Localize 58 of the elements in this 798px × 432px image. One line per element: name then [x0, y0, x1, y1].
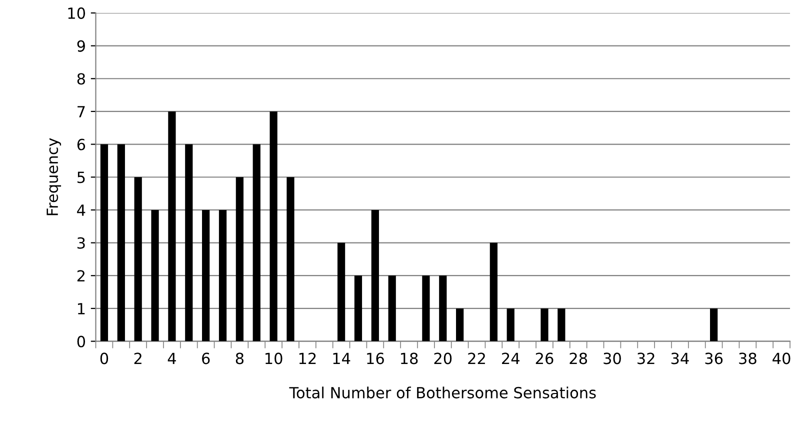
y-tick-label: 8: [77, 73, 85, 85]
x-tick-label: 22: [468, 352, 485, 364]
x-tick-label: 36: [705, 352, 723, 364]
bar: [134, 177, 142, 342]
x-tick-label: 2: [134, 352, 142, 364]
bar: [558, 308, 566, 342]
bar: [422, 276, 430, 342]
bar: [185, 144, 193, 342]
y-tick-label: 10: [68, 7, 86, 19]
bar: [286, 177, 294, 342]
y-axis-title: Frequency: [46, 138, 62, 216]
x-tick-label: 0: [100, 352, 108, 364]
y-tick-label: 7: [78, 106, 85, 118]
y-tick-label: 9: [77, 40, 85, 52]
x-tick-label: 26: [536, 352, 554, 364]
x-axis-title: Total Number of Bothersome Sensations: [289, 386, 596, 398]
x-tick-label: 16: [367, 352, 384, 364]
x-tick-label: 20: [434, 352, 452, 364]
bar: [506, 308, 514, 342]
bar: [388, 276, 396, 342]
bar: [218, 210, 227, 342]
y-tick-label: 0: [77, 336, 86, 348]
bar: [354, 276, 362, 342]
bar: [270, 111, 278, 342]
x-tick-label: 6: [202, 352, 210, 364]
x-tick-label: 12: [299, 352, 316, 364]
bar: [202, 210, 210, 342]
bar: [236, 177, 244, 342]
y-tick-label: 3: [77, 237, 85, 249]
x-tick-label: 10: [266, 352, 282, 364]
bar: [456, 308, 464, 342]
x-tick-label: 18: [400, 352, 418, 364]
bar: [252, 144, 260, 342]
x-tick-label: 30: [604, 352, 621, 364]
x-tick-label: 4: [168, 352, 176, 364]
bar: [117, 144, 125, 342]
x-tick-label: 14: [333, 352, 350, 364]
x-tick-label: 32: [638, 352, 654, 364]
x-tick-label: 34: [671, 352, 689, 364]
bar: [439, 276, 447, 342]
y-tick-label: 2: [77, 270, 85, 282]
bar: [371, 210, 379, 342]
y-tick-label: 6: [77, 138, 86, 150]
bar: [100, 144, 108, 342]
bar: [490, 242, 498, 342]
y-tick-label: 1: [78, 303, 85, 314]
x-tick-label: 40: [772, 352, 790, 364]
x-tick-label: 8: [236, 352, 244, 364]
x-tick-label: 28: [570, 352, 588, 364]
y-tick-label: 4: [77, 204, 86, 216]
bar: [337, 242, 346, 342]
y-tick-label: 5: [77, 172, 85, 184]
bar: [151, 210, 159, 342]
bar: [168, 111, 176, 342]
bar: [710, 308, 718, 342]
x-tick-label: 24: [502, 352, 520, 364]
x-tick-label: 38: [739, 352, 756, 364]
bar: [540, 308, 548, 342]
